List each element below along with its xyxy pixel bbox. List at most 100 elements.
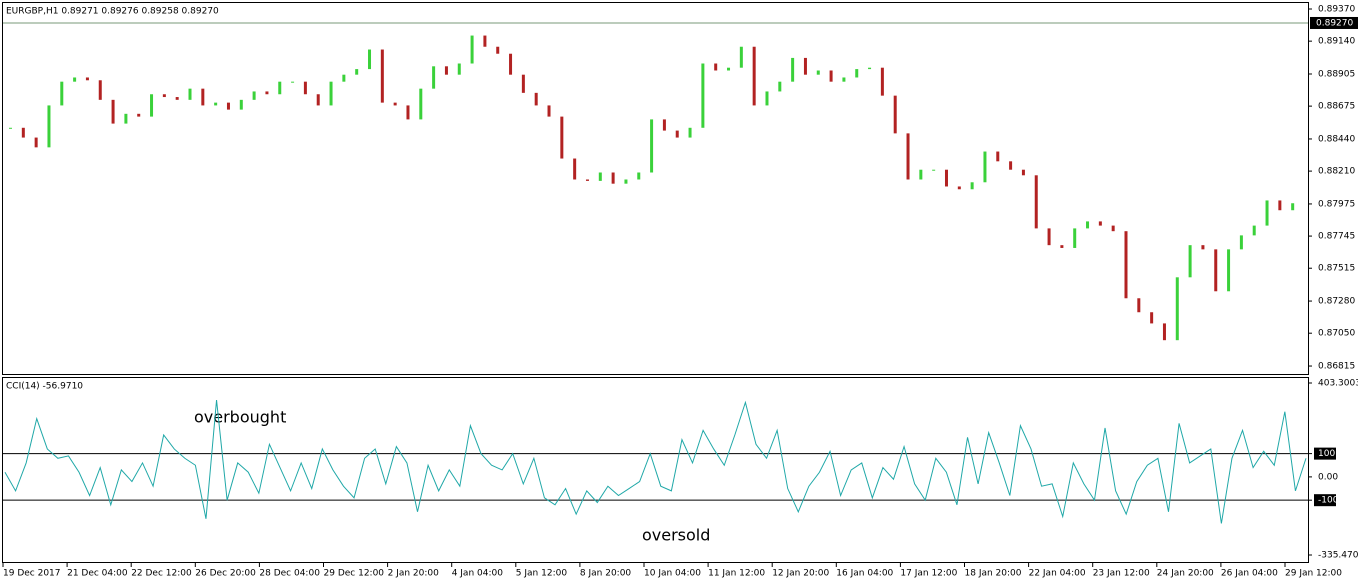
price-bar: [880, 67, 884, 96]
y-tick-label: 0.89370: [1318, 5, 1355, 15]
price-bar: [85, 77, 89, 81]
y-tick-label: 0.87745: [1318, 232, 1355, 242]
price-bar: [1188, 245, 1192, 278]
y-tick-label: 0.87515: [1318, 264, 1355, 274]
x-tick-label: 28 Dec 04:00: [259, 569, 320, 579]
price-bar: [996, 151, 1000, 162]
price-bar: [470, 35, 474, 64]
cci-header: CCI(14) -56.9710: [6, 382, 83, 392]
x-tick-label: 2 Jan 20:00: [388, 569, 440, 579]
price-bar: [214, 102, 218, 106]
y-tick-label: -335.4705: [1318, 551, 1358, 561]
x-tick-label: 19 Dec 2017: [3, 569, 61, 579]
x-tick-label: 8 Jan 20:00: [580, 569, 632, 579]
price-bar: [509, 53, 513, 75]
level-box: [1314, 494, 1336, 507]
price-bar: [650, 119, 654, 173]
price-bar: [534, 92, 538, 106]
price-bar: [662, 119, 666, 131]
price-header: EURGBP,H1 0.89271 0.89276 0.89258 0.8927…: [6, 7, 219, 17]
last-price-label: 0.89270: [1316, 18, 1353, 28]
y-tick-label: 0.88675: [1318, 102, 1355, 112]
price-bar: [9, 127, 12, 129]
price-bar: [34, 137, 38, 148]
price-bar: [1086, 221, 1090, 229]
price-bar: [816, 70, 820, 75]
price-bar: [598, 172, 602, 181]
x-tick-label: 26 Jan 04:00: [1221, 569, 1278, 579]
price-bar: [265, 91, 269, 95]
price-bar: [727, 67, 731, 71]
price-bar: [829, 70, 833, 82]
price-bar: [1239, 235, 1243, 250]
y-tick-label: 0.88440: [1318, 134, 1355, 144]
price-bar: [1073, 228, 1077, 248]
price-bar: [98, 80, 102, 100]
y-tick-label: 0.87280: [1318, 297, 1355, 307]
price-bar: [573, 158, 577, 180]
price-bar: [432, 66, 436, 89]
price-bar: [393, 102, 397, 106]
x-tick-label: 18 Jan 20:00: [965, 569, 1022, 579]
x-tick-label: 16 Jan 04:00: [836, 569, 893, 579]
price-bar: [919, 169, 923, 180]
price-bar: [124, 113, 128, 124]
price-bar: [868, 67, 872, 70]
price-bar: [944, 169, 948, 187]
annotation: oversold: [642, 526, 710, 545]
price-bar: [688, 127, 692, 138]
price-bar: [1047, 228, 1051, 246]
price-bar: [983, 151, 987, 183]
x-tick-label: 5 Jan 12:00: [516, 569, 568, 579]
price-bar: [419, 88, 423, 120]
x-tick-label: 10 Jan 04:00: [644, 569, 701, 579]
price-bar: [188, 88, 192, 100]
price-bar: [47, 105, 51, 148]
price-bar: [1252, 225, 1256, 236]
x-tick-label: 22 Dec 12:00: [131, 569, 192, 579]
y-tick-label: 0.89140: [1318, 37, 1355, 47]
price-bar: [714, 63, 718, 71]
price-bar: [906, 133, 910, 180]
price-bar: [611, 172, 615, 184]
price-bar: [457, 63, 461, 75]
price-bar: [765, 91, 769, 106]
price-bar: [1150, 312, 1154, 324]
y-tick-label: 0.87975: [1318, 199, 1355, 209]
price-bar: [521, 74, 525, 93]
price-bar: [932, 169, 936, 171]
price-bar: [1175, 277, 1179, 341]
price-bar: [226, 102, 230, 110]
y-tick-label: 0.88210: [1318, 167, 1355, 177]
price-bar: [201, 88, 205, 106]
price-bar: [1227, 249, 1231, 292]
y-tick-label: 0.86815: [1318, 362, 1355, 372]
price-bar: [73, 77, 77, 82]
x-tick-label: 4 Jan 04:00: [452, 569, 504, 579]
price-bar: [137, 113, 141, 117]
price-bar: [791, 57, 795, 82]
price-bar: [329, 81, 333, 106]
price-bar: [239, 99, 243, 110]
y-tick-label: 0.00: [1318, 472, 1338, 482]
price-bar: [150, 94, 154, 117]
x-tick-label: 29 Dec 12:00: [324, 569, 385, 579]
y-tick-label: 0.87050: [1318, 329, 1355, 339]
x-tick-label: 26 Dec 20:00: [195, 569, 256, 579]
price-bar: [855, 69, 859, 78]
price-bar: [316, 94, 320, 106]
x-tick-label: 12 Jan 20:00: [772, 569, 829, 579]
price-bar: [739, 46, 743, 68]
price-bar: [1214, 249, 1218, 292]
price-bar: [778, 81, 782, 92]
price-bar: [303, 81, 307, 95]
price-bar: [1034, 175, 1038, 229]
price-bar: [278, 81, 282, 95]
price-bar: [406, 105, 410, 120]
price-bar: [1265, 200, 1269, 226]
price-bar: [752, 46, 756, 106]
price-bar: [560, 116, 564, 159]
price-bar: [368, 49, 372, 70]
price-bar: [60, 81, 64, 106]
price-bar: [1009, 161, 1013, 170]
